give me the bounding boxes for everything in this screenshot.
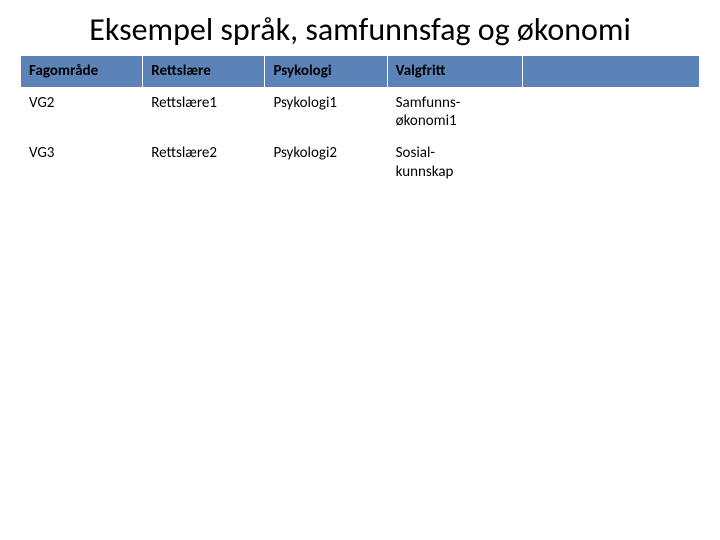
cell-vg2-label: VG2 [21,87,143,138]
cell-vg3-empty [523,138,700,189]
cell-vg3-label: VG3 [21,138,143,189]
col-header-valgfritt: Valgfritt [387,55,523,87]
subject-table: Fagområde Rettslære Psykologi Valgfritt … [20,55,700,189]
cell-vg3-psykologi: Psykologi2 [265,138,387,189]
slide-title: Eksempel språk, samfunnsfag og økonomi [20,12,700,49]
col-header-rettslaere: Rettslære [143,55,265,87]
slide: Eksempel språk, samfunnsfag og økonomi F… [0,0,720,540]
col-header-psykologi: Psykologi [265,55,387,87]
cell-vg2-psykologi: Psykologi1 [265,87,387,138]
cell-vg2-empty [523,87,700,138]
table-row: VG3 Rettslære2 Psykologi2 Sosial-kunnska… [21,138,700,189]
table-row: VG2 Rettslære1 Psykologi1 Samfunns-økono… [21,87,700,138]
col-header-empty [523,55,700,87]
cell-vg3-valgfritt: Sosial-kunnskap [387,138,523,189]
cell-vg2-rettslaere: Rettslære1 [143,87,265,138]
table-header-row: Fagområde Rettslære Psykologi Valgfritt [21,55,700,87]
col-header-fagomrade: Fagområde [21,55,143,87]
cell-vg3-rettslaere: Rettslære2 [143,138,265,189]
cell-vg2-valgfritt: Samfunns-økonomi1 [387,87,523,138]
